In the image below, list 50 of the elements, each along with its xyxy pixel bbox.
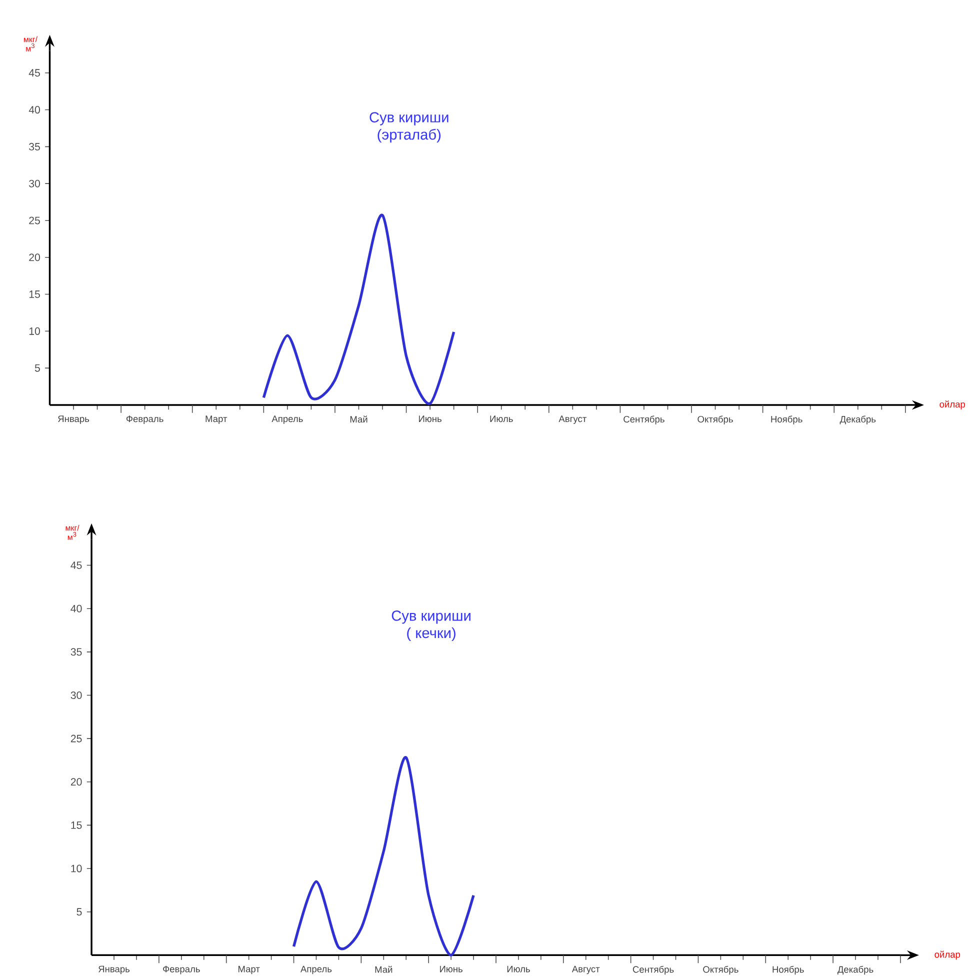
text: ( кечки) <box>407 627 456 641</box>
y-tick-label: 40 <box>28 106 40 114</box>
y-tick-label: 10 <box>30 327 40 335</box>
x-tick-label: Декабрь <box>840 416 876 424</box>
x-tick-label: Декабрь <box>838 966 874 975</box>
y-tick-label: 30 <box>70 691 82 699</box>
x-tick-label: Ноябрь <box>771 416 802 424</box>
line-series <box>262 214 456 405</box>
y-tick-label: 45 <box>28 69 40 77</box>
text: Сув кириши <box>392 610 470 624</box>
y-tick-label: 35 <box>29 142 40 150</box>
y-tick-label: 35 <box>70 648 82 656</box>
x-axis-title: ойлар <box>940 400 966 410</box>
y-tick-label: 25 <box>71 734 82 742</box>
x-tick-label: Апрель <box>300 966 332 974</box>
x-tick-label: Июнь <box>440 966 463 972</box>
x-tick-label: Январь <box>98 966 130 974</box>
y-tick-label: 5 <box>35 364 40 372</box>
y-tick-label: 15 <box>71 822 82 829</box>
line-series <box>292 756 475 957</box>
x-tick-label: Август <box>572 966 600 974</box>
y-tick-label: 15 <box>30 290 40 298</box>
x-tick-label: Апрель <box>272 416 303 424</box>
x-tick-label: Март <box>238 966 260 974</box>
x-tick-label: Май <box>350 416 368 423</box>
x-tick-label: Ноябрь <box>772 966 804 975</box>
y-tick-label: 30 <box>29 180 40 188</box>
x-tick-label: Январь <box>58 416 90 424</box>
x-tick-label: Май <box>375 966 392 973</box>
y-tick-label: 25 <box>29 216 40 224</box>
x-tick-label: Октябрь <box>703 966 738 975</box>
x-axis-title: ойлар <box>934 950 960 960</box>
y-tick-label: 10 <box>71 864 82 872</box>
x-tick-label: Июнь <box>419 416 442 422</box>
y-tick-label: 40 <box>70 604 82 612</box>
x-tick-label: Февраль <box>163 966 200 974</box>
x-tick-label: Март <box>206 416 228 424</box>
x-tick-label: Февраль <box>126 416 164 424</box>
x-tick-label: Октябрь <box>698 416 733 424</box>
x-tick-label: Сентябрь <box>633 966 674 975</box>
x-tick-label: Июль <box>507 966 530 972</box>
y-tick-label: 45 <box>70 562 82 569</box>
y-tick-label: 20 <box>71 778 82 786</box>
y-tick-label: 5 <box>76 908 82 916</box>
x-tick-label: Сентябрь <box>624 416 664 424</box>
text: (эрталаб) <box>378 128 441 143</box>
x-tick-label: Август <box>558 416 587 424</box>
x-tick-label: Июль <box>490 416 513 422</box>
y-tick-label: 20 <box>29 254 40 262</box>
text: Сув кириши <box>370 112 448 126</box>
